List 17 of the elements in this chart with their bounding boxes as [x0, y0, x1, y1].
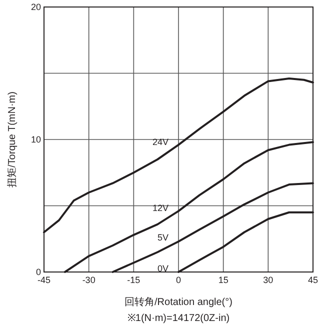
series-label: 12V [152, 202, 169, 213]
y-tick-label: 0 [36, 267, 41, 277]
y-tick-label: 20 [30, 2, 41, 12]
x-tick-label: 15 [218, 275, 228, 285]
text: ※1(N·m)=14172(0Z-in) [127, 313, 230, 324]
x-tick-label: 0 [176, 275, 182, 285]
x-tick-label: -15 [127, 275, 140, 285]
x-tick-label: 45 [308, 275, 318, 285]
x-tick-label: -45 [37, 275, 51, 285]
series-label: 0V [158, 263, 169, 274]
x-tick-label: -30 [82, 275, 96, 285]
x-axis-title: 回转角/Rotation angle(°) [124, 296, 232, 308]
y-axis-title: 扭矩/Torque T(mN·m) [6, 92, 18, 188]
series-label: 5V [158, 232, 169, 243]
series-label: 24V [152, 136, 169, 147]
y-tick-label: 10 [30, 134, 41, 144]
x-tick-label: 30 [263, 275, 274, 285]
